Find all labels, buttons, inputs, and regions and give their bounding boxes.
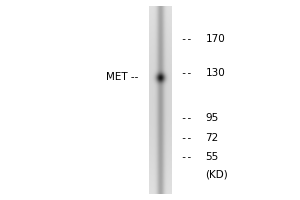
Text: --: -- <box>180 133 193 143</box>
Text: (KD): (KD) <box>206 169 228 179</box>
Text: MET --: MET -- <box>106 72 138 82</box>
Text: 170: 170 <box>206 34 225 44</box>
Text: 72: 72 <box>206 133 219 143</box>
Text: --: -- <box>180 152 193 162</box>
Text: --: -- <box>180 34 193 44</box>
Text: 130: 130 <box>206 68 225 78</box>
Text: 95: 95 <box>206 113 219 123</box>
Text: --: -- <box>180 113 193 123</box>
Text: 55: 55 <box>206 152 219 162</box>
Text: --: -- <box>180 68 193 78</box>
